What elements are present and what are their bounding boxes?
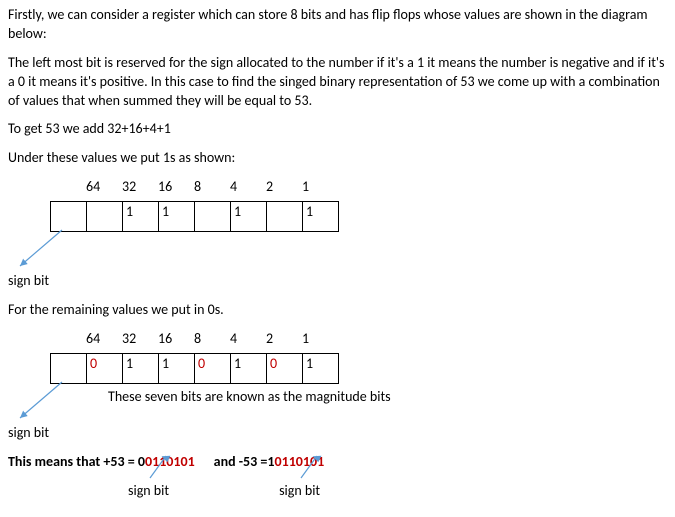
bit-cell: 1 (123, 353, 159, 383)
magnitude-note: These seven bits are known as the magnit… (108, 388, 391, 407)
sign-bit-label-2: sign bit (8, 424, 667, 443)
bit-cell (267, 202, 303, 232)
column-labels-1: 64 32 16 8 4 2 1 (86, 178, 667, 197)
bit-table-2: 0 1 1 0 1 0 1 (50, 353, 339, 384)
paragraph-addition: To get 53 we add 32+16+4+1 (8, 120, 667, 139)
sign-bit-pointer-2: sign bit (279, 482, 320, 501)
paragraph-ones: Under these values we put 1s as shown: (8, 149, 667, 168)
paragraph-explanation: The left most bit is reserved for the si… (8, 54, 667, 111)
arrow-wrap-2 (8, 384, 68, 424)
col-label: 32 (122, 178, 158, 197)
col-label: 1 (302, 330, 338, 349)
bit-cell: 1 (159, 353, 195, 383)
result-line: This means that +53 = 00110101 and -53 =… (8, 453, 667, 472)
arrow-icon (12, 380, 72, 424)
col-label: 64 (86, 178, 122, 197)
bit-cell: 1 (303, 353, 339, 383)
arrow-icon (12, 228, 72, 272)
col-label: 2 (266, 178, 302, 197)
col-label: 32 (122, 330, 158, 349)
bit-cell: 0 (267, 353, 303, 383)
col-label: 1 (302, 178, 338, 197)
result-prefix: This means that +53 = (8, 453, 138, 470)
col-label: 8 (194, 330, 230, 349)
sign-bit-pointer-1: sign bit (128, 482, 169, 501)
sign-bit-text: sign bit (279, 482, 320, 499)
bit-cell (195, 202, 231, 232)
result-neg-sign: 1 (267, 453, 274, 470)
bit-cell: 1 (159, 202, 195, 232)
bit-table-1: 1 1 1 1 (50, 201, 339, 232)
col-label: 64 (86, 330, 122, 349)
arrow-up-icon (293, 454, 323, 482)
paragraph-zeros: For the remaining values we put in 0s. (8, 301, 667, 320)
column-labels-2: 64 32 16 8 4 2 1 (86, 330, 667, 349)
bit-cell: 1 (123, 202, 159, 232)
col-label: 16 (158, 178, 194, 197)
arrow-wrap-1 (8, 232, 667, 272)
bit-cell: 0 (195, 353, 231, 383)
col-label: 8 (194, 178, 230, 197)
bit-cell (51, 353, 87, 383)
paragraph-intro: Firstly, we can consider a register whic… (8, 6, 667, 44)
sign-bit-label-1: sign bit (8, 272, 667, 291)
bit-cell (87, 202, 123, 232)
arrow-up-icon (142, 454, 172, 482)
bit-cell: 0 (87, 353, 123, 383)
col-label: 4 (230, 178, 266, 197)
bit-cell: 1 (303, 202, 339, 232)
col-label: 16 (158, 330, 194, 349)
col-label: 2 (266, 330, 302, 349)
bit-cell (51, 202, 87, 232)
bit-cell: 1 (231, 353, 267, 383)
sign-bit-pointers: sign bit sign bit (8, 482, 667, 501)
result-and: and -53 = (214, 453, 268, 470)
col-label: 4 (230, 330, 266, 349)
bit-cell: 1 (231, 202, 267, 232)
sign-bit-text: sign bit (128, 482, 169, 499)
